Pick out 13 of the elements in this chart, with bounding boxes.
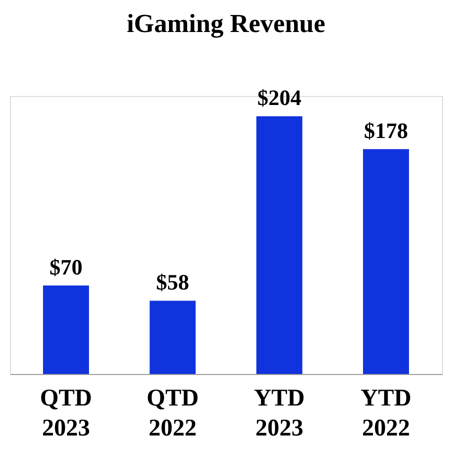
x-tick-label: YTD 2022 (360, 386, 412, 442)
data-label: $178 (364, 118, 408, 144)
bar (256, 116, 302, 374)
x-tick-label: YTD 2023 (254, 386, 305, 442)
x-tick-label: QTD 2022 (146, 386, 199, 442)
bar (150, 300, 196, 374)
data-label: $204 (257, 85, 302, 110)
data-label: $58 (156, 270, 190, 295)
data-label: $70 (50, 254, 82, 280)
bar (43, 286, 89, 374)
chart-title: iGaming Revenue (126, 9, 326, 38)
bar (363, 149, 409, 374)
x-tick-label: QTD 2023 (40, 386, 92, 442)
